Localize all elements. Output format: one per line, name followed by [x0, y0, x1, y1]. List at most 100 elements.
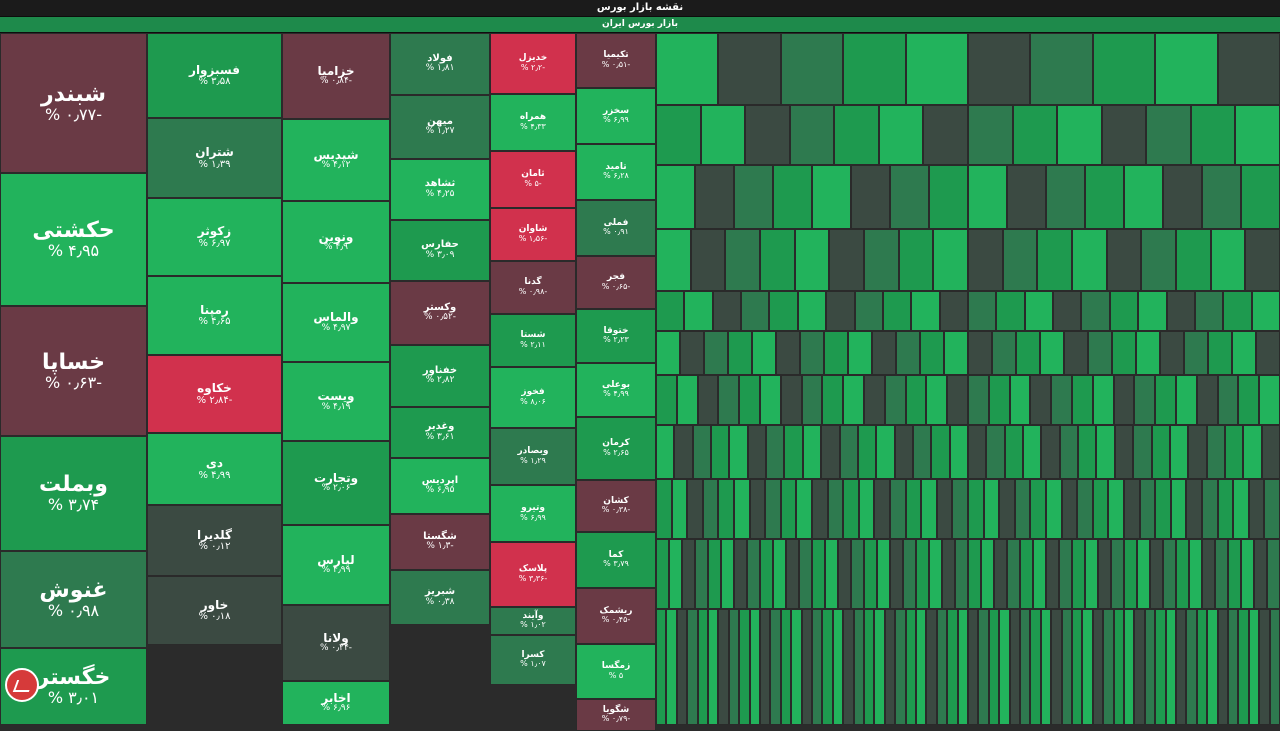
treemap-cell-small[interactable] — [712, 291, 742, 331]
treemap-cell[interactable]: حکشتی ۴٫۹۵ % — [0, 173, 147, 306]
treemap-cell-small[interactable] — [780, 375, 802, 425]
treemap-cell-small[interactable] — [725, 229, 760, 291]
treemap-cell[interactable]: گدنا -۰٫۹۸ % — [490, 261, 576, 314]
treemap-cell-small[interactable] — [687, 609, 698, 725]
treemap-cell-small[interactable] — [1088, 331, 1112, 375]
treemap-cell-small[interactable] — [669, 539, 682, 609]
treemap-cell-small[interactable] — [1113, 375, 1135, 425]
treemap-cell-small[interactable] — [1030, 479, 1046, 539]
treemap-cell-small[interactable] — [1085, 539, 1098, 609]
treemap-cell-small[interactable] — [843, 375, 864, 425]
treemap-cell-small[interactable] — [1053, 291, 1082, 331]
treemap-cell-small[interactable] — [1223, 291, 1252, 331]
treemap-cell[interactable]: شبریز ۰٫۳۸ % — [390, 570, 490, 625]
treemap-cell-small[interactable] — [784, 425, 803, 479]
treemap-cell-small[interactable] — [739, 375, 760, 425]
treemap-cell-small[interactable] — [1033, 539, 1046, 609]
treemap-cell-small[interactable] — [874, 479, 890, 539]
treemap-cell-small[interactable] — [734, 539, 747, 609]
treemap-cell[interactable]: خساپا -۰٫۶۳ % — [0, 306, 147, 436]
treemap-cell-small[interactable] — [1144, 609, 1156, 725]
treemap-cell-small[interactable] — [874, 609, 885, 725]
treemap-cell-small[interactable] — [1040, 331, 1064, 375]
treemap-cell-small[interactable] — [1176, 375, 1197, 425]
treemap-cell-small[interactable] — [749, 609, 760, 725]
treemap-cell-small[interactable] — [1196, 375, 1218, 425]
treemap-cell-small[interactable] — [1166, 291, 1195, 331]
treemap-cell-small[interactable] — [942, 539, 955, 609]
treemap-cell-small[interactable] — [708, 539, 721, 609]
treemap-cell-small[interactable] — [1096, 425, 1115, 479]
treemap-cell-small[interactable] — [802, 425, 822, 479]
treemap-cell-small[interactable] — [931, 425, 950, 479]
treemap-cell[interactable]: لپارس ۴٫۹۹ % — [282, 525, 390, 605]
treemap-cell-small[interactable] — [968, 479, 984, 539]
treemap-cell-small[interactable] — [1208, 331, 1232, 375]
treemap-cell[interactable]: شتران ۱٫۳۹ % — [147, 118, 282, 198]
treemap-cell-small[interactable] — [872, 331, 896, 375]
treemap-cell-small[interactable] — [687, 479, 703, 539]
treemap-cell-small[interactable] — [801, 375, 823, 425]
treemap-cell-small[interactable] — [711, 425, 730, 479]
treemap-cell-small[interactable] — [905, 609, 916, 725]
treemap-cell-small[interactable] — [1106, 229, 1142, 291]
treemap-cell-small[interactable] — [1059, 425, 1079, 479]
treemap-cell-small[interactable] — [968, 33, 1031, 105]
treemap-cell-small[interactable] — [1184, 331, 1208, 375]
treemap-cell-small[interactable] — [1206, 425, 1225, 479]
treemap-cell-small[interactable] — [933, 229, 968, 291]
treemap-cell-small[interactable] — [718, 609, 729, 725]
treemap-cell-small[interactable] — [955, 539, 968, 609]
treemap-cell-small[interactable] — [1190, 105, 1236, 165]
treemap-cell-small[interactable] — [996, 291, 1025, 331]
treemap-cell-small[interactable] — [1228, 539, 1241, 609]
treemap-cell-small[interactable] — [674, 425, 693, 479]
treemap-cell-small[interactable] — [1188, 425, 1207, 479]
treemap-cell-small[interactable] — [1224, 425, 1244, 479]
treemap-cell-small[interactable] — [656, 229, 691, 291]
treemap-cell-small[interactable] — [864, 609, 875, 725]
treemap-cell-small[interactable] — [1037, 229, 1072, 291]
treemap-cell-small[interactable] — [1248, 609, 1260, 725]
treemap-cell-small[interactable] — [1232, 331, 1256, 375]
treemap-cell-small[interactable] — [1092, 375, 1114, 425]
treemap-cell-small[interactable] — [957, 609, 968, 725]
treemap-cell[interactable]: تامید ۶٫۲۸ % — [576, 144, 656, 200]
treemap-cell-small[interactable] — [896, 331, 920, 375]
treemap-cell-small[interactable] — [1004, 425, 1024, 479]
treemap-cell[interactable]: فخوز ۸٫۰۶ % — [490, 367, 576, 428]
treemap-cell-small[interactable] — [829, 229, 864, 291]
treemap-cell-small[interactable] — [986, 425, 1005, 479]
treemap-cell-small[interactable] — [857, 425, 877, 479]
treemap-cell-small[interactable] — [838, 539, 851, 609]
treemap-cell-small[interactable] — [968, 229, 1003, 291]
treemap-cell[interactable]: وآیند ۱٫۰۲ % — [490, 607, 576, 635]
treemap-cell-small[interactable] — [1041, 425, 1060, 479]
treemap-cell-small[interactable] — [878, 105, 924, 165]
treemap-cell-small[interactable] — [656, 105, 701, 165]
treemap-cell-small[interactable] — [1124, 609, 1135, 725]
treemap-cell-small[interactable] — [952, 479, 968, 539]
treemap-cell-small[interactable] — [1124, 479, 1140, 539]
treemap-cell-small[interactable] — [1023, 425, 1042, 479]
treemap-cell[interactable]: وتیرو ۶٫۹۹ % — [490, 485, 576, 542]
treemap-cell[interactable]: والماس ۴٫۹۷ % — [282, 283, 390, 362]
treemap-cell-small[interactable] — [1155, 375, 1176, 425]
treemap-cell-small[interactable] — [1241, 165, 1280, 229]
treemap-cell-small[interactable] — [1082, 609, 1093, 725]
treemap-cell-small[interactable] — [656, 425, 675, 479]
treemap-cell-small[interactable] — [1124, 165, 1163, 229]
treemap-cell-small[interactable] — [1134, 609, 1145, 725]
treemap-cell-small[interactable] — [760, 375, 781, 425]
treemap-cell[interactable]: ختوقا ۲٫۲۳ % — [576, 309, 656, 363]
treemap-cell-small[interactable] — [968, 539, 981, 609]
treemap-cell-small[interactable] — [1233, 479, 1249, 539]
treemap-cell-small[interactable] — [801, 609, 812, 725]
treemap-cell-small[interactable] — [858, 479, 875, 539]
treemap-cell-small[interactable] — [780, 479, 797, 539]
treemap-cell-small[interactable] — [1030, 609, 1041, 725]
treemap-cell-small[interactable] — [825, 539, 838, 609]
treemap-cell-small[interactable] — [780, 609, 792, 725]
treemap-cell-small[interactable] — [1217, 33, 1280, 105]
treemap-cell-small[interactable] — [1020, 539, 1033, 609]
